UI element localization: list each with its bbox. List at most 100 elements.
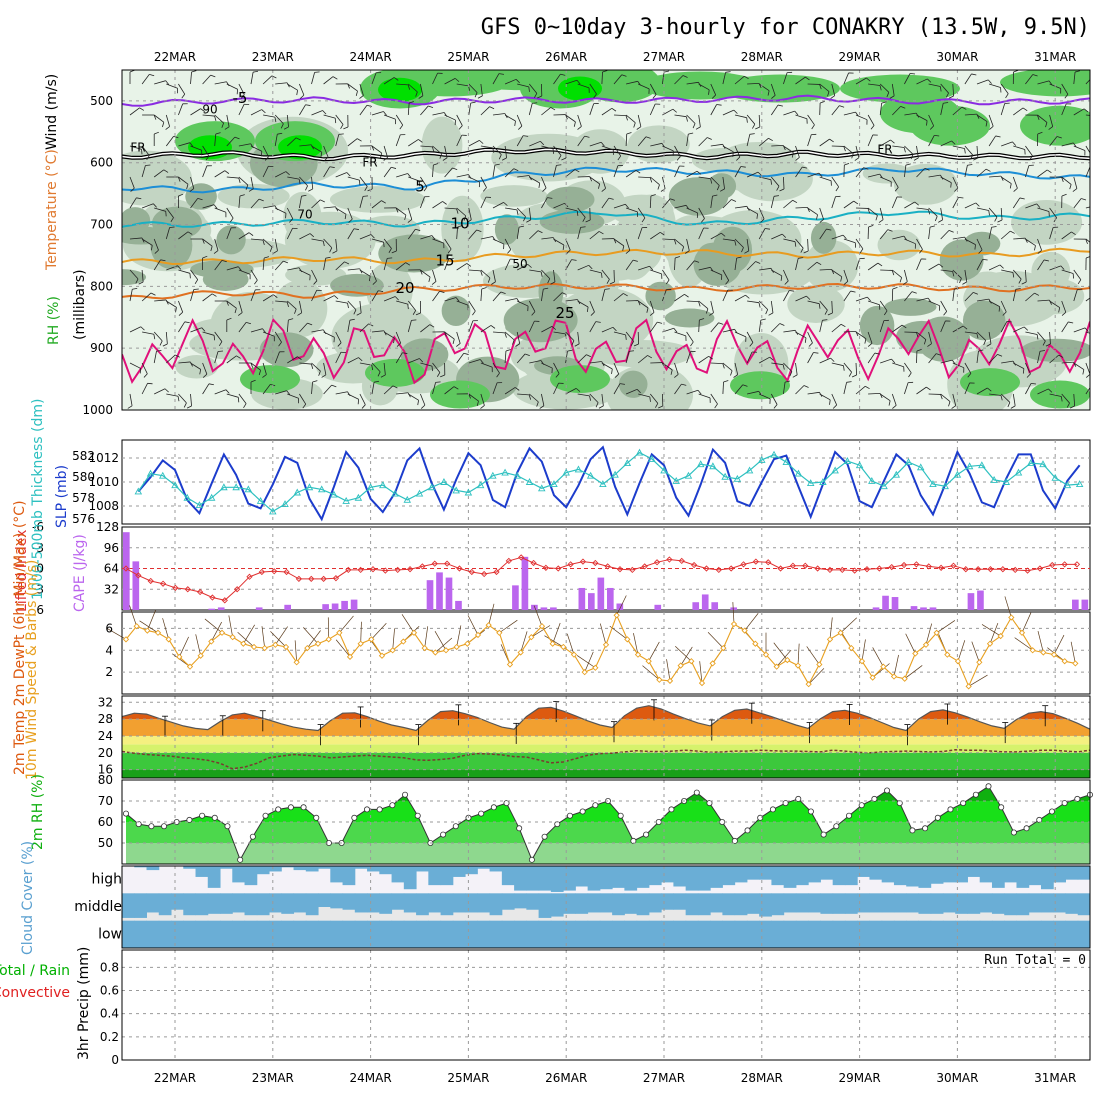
- wind-barb: [613, 383, 621, 395]
- cloud-low-bar: [967, 920, 981, 948]
- wind-barb: [565, 207, 578, 212]
- wind-barb: [395, 114, 404, 126]
- precip-ytick: 0.8: [100, 960, 119, 974]
- wind-barb: [674, 293, 685, 302]
- wind-barb: [468, 103, 472, 116]
- wind-barb-flag: [537, 230, 543, 234]
- wind-barb-flag: [295, 137, 301, 141]
- wind-barb-flag: [552, 148, 555, 154]
- wind-barb: [129, 237, 142, 240]
- wind-barb-flag: [859, 248, 864, 254]
- li-marker: [765, 559, 772, 566]
- wind-barb: [504, 78, 517, 85]
- wind-barb: [988, 331, 992, 344]
- cloud-high-bar: [575, 866, 589, 887]
- cape-bar: [322, 604, 329, 610]
- wind-barb: [916, 386, 927, 395]
- wind-barb-flag: [948, 95, 954, 99]
- cloud-middle-bar: [465, 893, 478, 913]
- bottom-day-label: 23MAR: [252, 1071, 294, 1085]
- wind-barb: [1000, 103, 1006, 116]
- wind-barb: [287, 356, 298, 364]
- wind-barb-flag: [1022, 107, 1028, 111]
- cape-bar: [208, 608, 216, 610]
- cloud-high-bar: [942, 866, 956, 883]
- wind-barb: [480, 289, 483, 302]
- wind10m-marker: [944, 651, 951, 658]
- wind-barb-flag: [927, 343, 932, 347]
- wind-barb-flag: [916, 332, 919, 338]
- wind-barb: [771, 233, 783, 240]
- wind-barb: [1061, 393, 1070, 404]
- rh-marker: [503, 800, 510, 807]
- wind-barb: [347, 228, 355, 240]
- wind-barb: [129, 362, 141, 369]
- li-marker: [258, 568, 265, 576]
- cloud-low-bar: [734, 920, 748, 948]
- wind-barb-flag: [324, 156, 329, 161]
- cloud-middle-bar: [844, 893, 858, 914]
- wind-barb-flag: [355, 90, 358, 96]
- wind-barb-flag: [482, 187, 487, 192]
- wind-barb-flag: [976, 333, 979, 339]
- thickness-marker: [281, 500, 289, 507]
- wind-barb: [746, 238, 750, 251]
- li-marker: [802, 562, 809, 569]
- wind-barb: [879, 207, 884, 220]
- cape-ytick: 64: [104, 562, 119, 576]
- wind-barb-flag: [685, 116, 688, 122]
- wind-barb: [275, 82, 288, 85]
- wind-barb-flag: [173, 136, 179, 139]
- wind-barb: [843, 382, 847, 395]
- wind-barb-flag: [456, 343, 461, 347]
- wind-barb: [674, 145, 681, 157]
- wind-barb: [698, 207, 705, 219]
- cape-ylabel: CAPE (J/kg): [72, 534, 88, 612]
- wind-barb: [637, 300, 649, 309]
- wind-barb-flag: [916, 348, 922, 352]
- wind-barb: [311, 145, 322, 153]
- wind-barb-flag: [827, 312, 833, 316]
- wind-barb-flag: [755, 126, 760, 130]
- wind-barb: [504, 387, 516, 395]
- wind10m-barb: [642, 665, 660, 681]
- li-marker: [1061, 561, 1068, 568]
- wind-barb: [420, 196, 425, 209]
- ua-ytick: 900: [90, 341, 113, 355]
- wind-barb-flag: [368, 276, 371, 282]
- wind-barb: [976, 387, 988, 395]
- wind-barb: [202, 74, 211, 85]
- wind-barb-flag: [423, 186, 428, 192]
- wind-barb-flag: [139, 107, 145, 111]
- wind-barb: [238, 83, 245, 95]
- wind-barb: [952, 325, 964, 333]
- cloud-high-bar: [1028, 866, 1042, 886]
- wind-barb: [625, 207, 638, 213]
- wind-barb: [928, 174, 941, 178]
- rh-marker: [579, 808, 586, 815]
- li-marker: [468, 568, 475, 576]
- cloud-middle-bar: [158, 893, 172, 916]
- wind10m-barb: [666, 659, 671, 681]
- wind-barb: [952, 362, 965, 369]
- cloud-middle-bar: [220, 893, 233, 914]
- wind-barb-flag: [1037, 131, 1043, 135]
- wind-barb-flag: [380, 152, 383, 158]
- wind-barb: [831, 393, 838, 406]
- wind-barb-flag: [827, 91, 830, 97]
- wind-barb: [492, 202, 504, 209]
- wind-barb: [674, 165, 680, 178]
- cloud-high-bar: [354, 866, 368, 869]
- wind-barb: [1085, 238, 1090, 243]
- cloud-middle-bar: [783, 893, 797, 913]
- wind-barb: [504, 145, 507, 158]
- wind-barb-flag: [337, 342, 342, 347]
- cape-ytick: 96: [104, 541, 119, 555]
- wind10m-barb: [616, 595, 627, 616]
- wind-barb: [686, 351, 691, 364]
- isotherm-label: 10: [450, 214, 469, 232]
- wind-barb-flag: [1030, 383, 1037, 385]
- wind-barb-flag: [356, 312, 362, 316]
- wind10m-marker: [762, 651, 770, 658]
- wind-barb: [565, 299, 578, 302]
